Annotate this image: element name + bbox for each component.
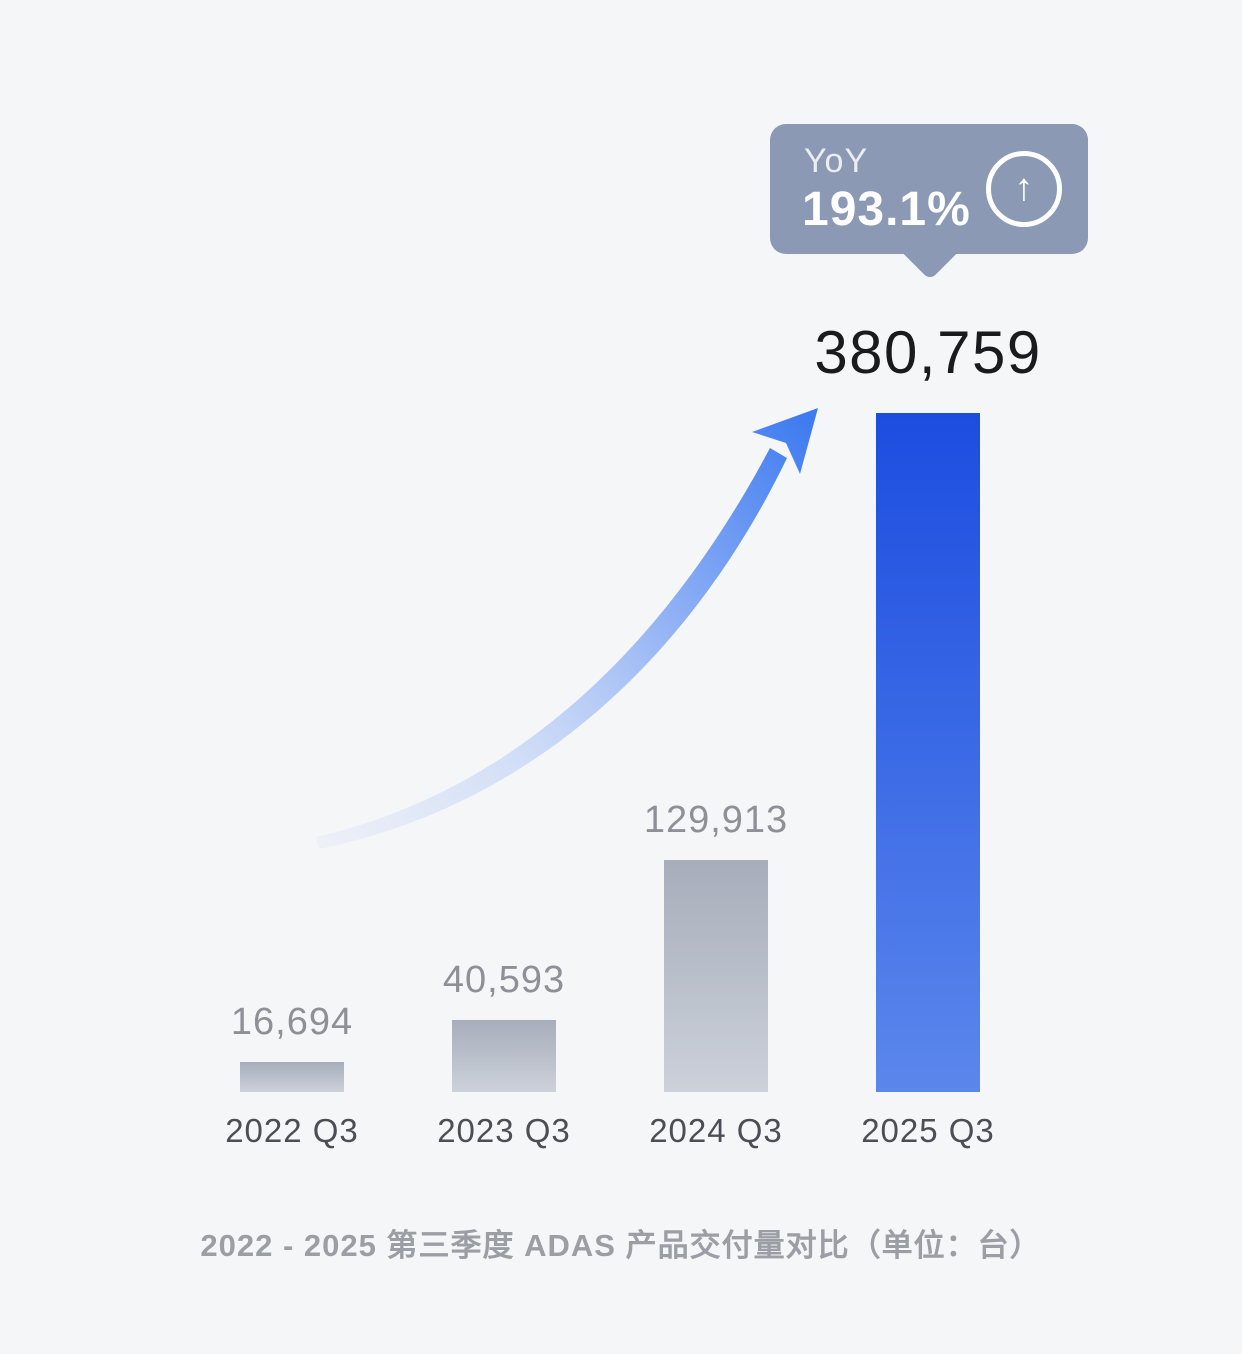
category-label: 2022 Q3 <box>225 1112 359 1149</box>
bar-column-2025: 380,759 2025 Q3 <box>814 318 1040 1150</box>
bar-2022 <box>240 1062 344 1092</box>
arrow-up-icon: ↑ <box>1014 167 1034 209</box>
arrow-up-circle-icon: ↑ <box>986 151 1062 227</box>
bar-2024 <box>664 860 768 1092</box>
chart-title: 2022 - 2025 第三季度 ADAS 产品交付量对比（单位：台） <box>200 1228 1042 1263</box>
bar-column-2023: 40,593 2023 Q3 <box>398 959 610 1150</box>
yoy-badge: YoY 193.1% ↑ <box>770 124 1088 281</box>
category-label: 2024 Q3 <box>649 1112 783 1149</box>
yoy-label: YoY <box>804 142 869 180</box>
bar-value-label-highlight: 380,759 <box>814 319 1042 386</box>
bar-column-2024: 129,913 2024 Q3 <box>610 799 822 1150</box>
bar-value-label: 40,593 <box>442 959 566 1001</box>
bar-chart: 16,694 2022 Q3 40,593 2023 Q3 129,913 20… <box>186 0 1040 1150</box>
bar-value-label: 129,913 <box>643 799 789 841</box>
bar-column-2022: 16,694 2022 Q3 <box>186 1001 398 1150</box>
bar-value-label: 16,694 <box>230 1001 354 1043</box>
bar-2023 <box>452 1020 556 1092</box>
yoy-value: 193.1% <box>802 183 971 236</box>
bar-2025-highlight <box>876 413 980 1092</box>
category-label: 2023 Q3 <box>437 1112 571 1149</box>
category-label: 2025 Q3 <box>861 1112 995 1149</box>
